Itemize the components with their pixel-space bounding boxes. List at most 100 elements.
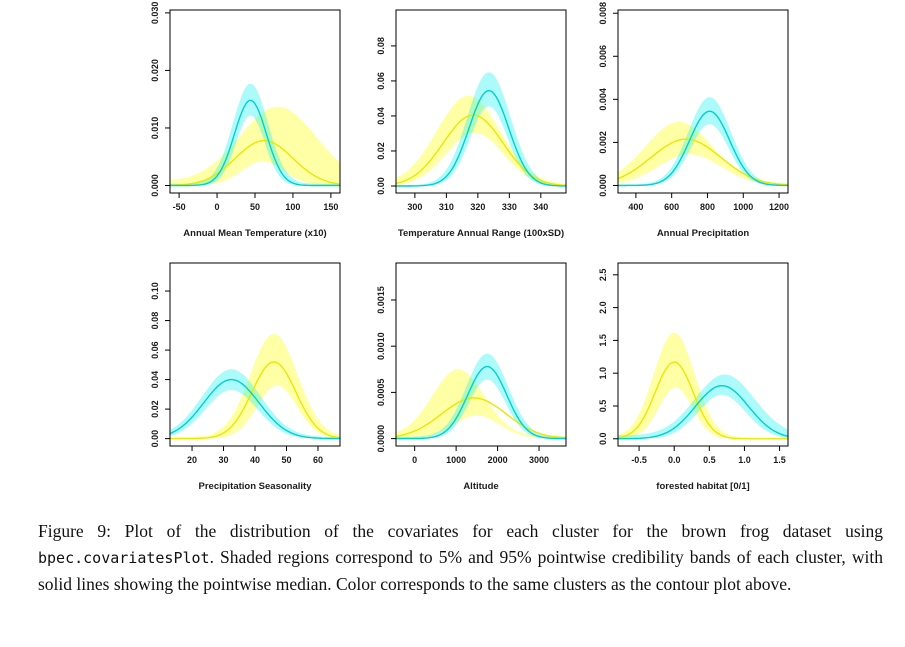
x-axis-tick-label: 2000	[488, 455, 508, 465]
y-axis-tick-label: 0.006	[598, 45, 608, 68]
plot-box	[395, 9, 567, 194]
y-axis-tick-label: 0.08	[150, 312, 160, 330]
cluster-cyan-median-line	[396, 89, 566, 187]
x-axis-tick-label: -50	[173, 202, 186, 212]
density-plot-svg: 0 1000 2000 3000 0.0000 0.0005 0.0010 0.0015 Alt…	[376, 262, 567, 492]
x-axis-tick-label: 100	[285, 202, 300, 212]
cluster-yellow-credibility-band	[170, 106, 340, 186]
y-axis-tick-label: 2.5	[598, 269, 608, 282]
plot-box	[617, 262, 789, 447]
x-axis-tick-label: 3000	[529, 455, 549, 465]
y-axis-tick-label: 0.04	[376, 107, 386, 125]
cluster-yellow-median-line	[617, 138, 789, 186]
panel-altitude: 0 1000 2000 3000 0.0000 0.0005 0.0010 0.0015 Alt…	[344, 253, 574, 506]
panel-annual-mean-temperature: -50 0 50 100 150 0.000 0.010 0.020 0.030 Annual M…	[118, 0, 348, 253]
x-axis-tick-label: 0	[215, 202, 220, 212]
caption-text-after-code: . Shaded regions correspond to 5% and 95…	[38, 547, 883, 594]
y-axis-tick-label: 1.5	[598, 334, 608, 347]
y-axis-tick-label: 0.06	[150, 341, 160, 359]
density-plot-svg: 300 310 320 330 340 0.00 0.02 0.04 0.06 0.08 Tempe…	[376, 9, 567, 239]
y-axis-tick-label: 0.0010	[376, 332, 386, 360]
x-axis-tick-label: -0.5	[631, 455, 647, 465]
cluster-yellow-median-line	[395, 397, 567, 439]
y-axis-tick-label: 0.00	[376, 177, 386, 195]
y-axis-tick-label: 0.010	[150, 117, 160, 140]
cluster-yellow-credibility-band	[396, 369, 566, 439]
cluster-yellow-credibility-band	[618, 122, 788, 186]
x-axis-tick-label: 1200	[769, 202, 789, 212]
cluster-cyan-median-line	[617, 385, 789, 440]
x-axis-tick-label: 0.0	[668, 455, 681, 465]
y-axis-tick-label: 0.000	[598, 174, 608, 197]
y-axis-tick-label: 0.06	[376, 72, 386, 90]
y-axis-tick-label: 0.08	[376, 37, 386, 55]
y-axis-tick-label: 0.02	[150, 400, 160, 418]
y-axis-tick-label: 0.0	[598, 433, 608, 446]
density-plot-svg: -0.5 0.0 0.5 1.0 1.5 0.0 0.5 1.0 1.5 2.0 2.5 forest…	[598, 262, 789, 492]
y-axis-tick-label: 0.008	[598, 2, 608, 25]
y-axis-tick-label: 0.02	[376, 142, 386, 160]
x-axis-tick-label: 310	[439, 202, 454, 212]
x-axis-tick-label: 150	[323, 202, 338, 212]
cluster-yellow-median-line	[395, 114, 567, 187]
cluster-yellow-credibility-band	[618, 332, 788, 439]
x-axis-tick-label: 600	[664, 202, 679, 212]
x-axis-tick-label: 340	[533, 202, 548, 212]
caption-code-bpec-covariatesplot: bpec.covariatesPlot	[38, 549, 210, 567]
cluster-cyan-median-line	[618, 110, 788, 187]
cluster-yellow-median-line	[170, 361, 341, 440]
y-axis-tick-label: 0.030	[150, 2, 160, 25]
y-axis-tick-label: 1.0	[598, 367, 608, 380]
x-axis-tick-label: 1.0	[738, 455, 751, 465]
x-axis-tick-label: 0.5	[703, 455, 716, 465]
x-axis-tick-label: 800	[700, 202, 715, 212]
x-axis-label: Altitude	[463, 481, 498, 492]
x-axis-label: Precipitation Seasonality	[199, 481, 313, 492]
x-axis-tick-label: 20	[187, 455, 197, 465]
x-axis-tick-label: 60	[313, 455, 323, 465]
cluster-yellow-median-line	[169, 139, 341, 186]
y-axis-tick-label: 0.00	[150, 430, 160, 448]
figure-caption: Figure 9: Plot of the distribution of th…	[38, 518, 883, 597]
y-axis-tick-label: 0.004	[598, 88, 608, 111]
x-axis-label: Annual Precipitation	[657, 228, 750, 239]
x-axis-tick-label: 300	[407, 202, 422, 212]
x-axis-label: Annual Mean Temperature (x10)	[183, 228, 326, 239]
y-axis-tick-label: 0.04	[150, 371, 160, 389]
x-axis-tick-label: 0	[412, 455, 417, 465]
y-axis-tick-label: 0.0005	[376, 379, 386, 407]
x-axis-label: forested habitat [0/1]	[656, 481, 749, 492]
x-axis-tick-label: 1000	[733, 202, 753, 212]
cluster-cyan-median-line	[170, 99, 340, 187]
cluster-cyan-credibility-band	[396, 72, 566, 186]
density-plot-svg: -50 0 50 100 150 0.000 0.010 0.020 0.030 Annual M…	[150, 2, 341, 239]
x-axis-tick-label: 50	[281, 455, 291, 465]
x-axis-tick-label: 400	[628, 202, 643, 212]
y-axis-tick-label: 0.020	[150, 59, 160, 82]
panel-annual-precipitation: 400 600 800 1000 1200 0.000 0.002 0.004 0.006 0.0…	[566, 0, 796, 253]
x-axis-tick-label: 40	[250, 455, 260, 465]
plot-box	[395, 262, 567, 447]
y-axis-tick-label: 0.002	[598, 131, 608, 154]
y-axis-tick-label: 0.5	[598, 400, 608, 413]
panel-temperature-annual-range: 300 310 320 330 340 0.00 0.02 0.04 0.06 0.08 Tempe…	[344, 0, 574, 253]
y-axis-tick-label: 0.0000	[376, 425, 386, 453]
y-axis-tick-label: 0.000	[150, 174, 160, 197]
panel-precipitation-seasonality: 20 30 40 50 60 0.00 0.02 0.04 0.06 0.08 0.10 Precip…	[118, 253, 348, 506]
caption-text-before-code: Figure 9: Plot of the distribution of th…	[38, 521, 883, 541]
panel-forested-habitat: -0.5 0.0 0.5 1.0 1.5 0.0 0.5 1.0 1.5 2.0 2.5 forest…	[566, 253, 796, 506]
y-axis-tick-label: 0.0015	[376, 286, 386, 314]
cluster-cyan-credibility-band	[618, 374, 788, 439]
cluster-cyan-credibility-band	[170, 369, 340, 439]
x-axis-tick-label: 1000	[446, 455, 466, 465]
x-axis-tick-label: 330	[502, 202, 517, 212]
x-axis-tick-label: 50	[250, 202, 260, 212]
x-axis-label: Temperature Annual Range (100xSD)	[398, 228, 564, 239]
cluster-yellow-median-line	[617, 361, 788, 440]
density-plot-svg: 20 30 40 50 60 0.00 0.02 0.04 0.06 0.08 0.10 Precip…	[150, 262, 341, 492]
y-axis-tick-label: 0.10	[150, 282, 160, 300]
plot-box	[617, 9, 789, 194]
cluster-cyan-median-line	[169, 378, 340, 440]
y-axis-tick-label: 2.0	[598, 301, 608, 314]
